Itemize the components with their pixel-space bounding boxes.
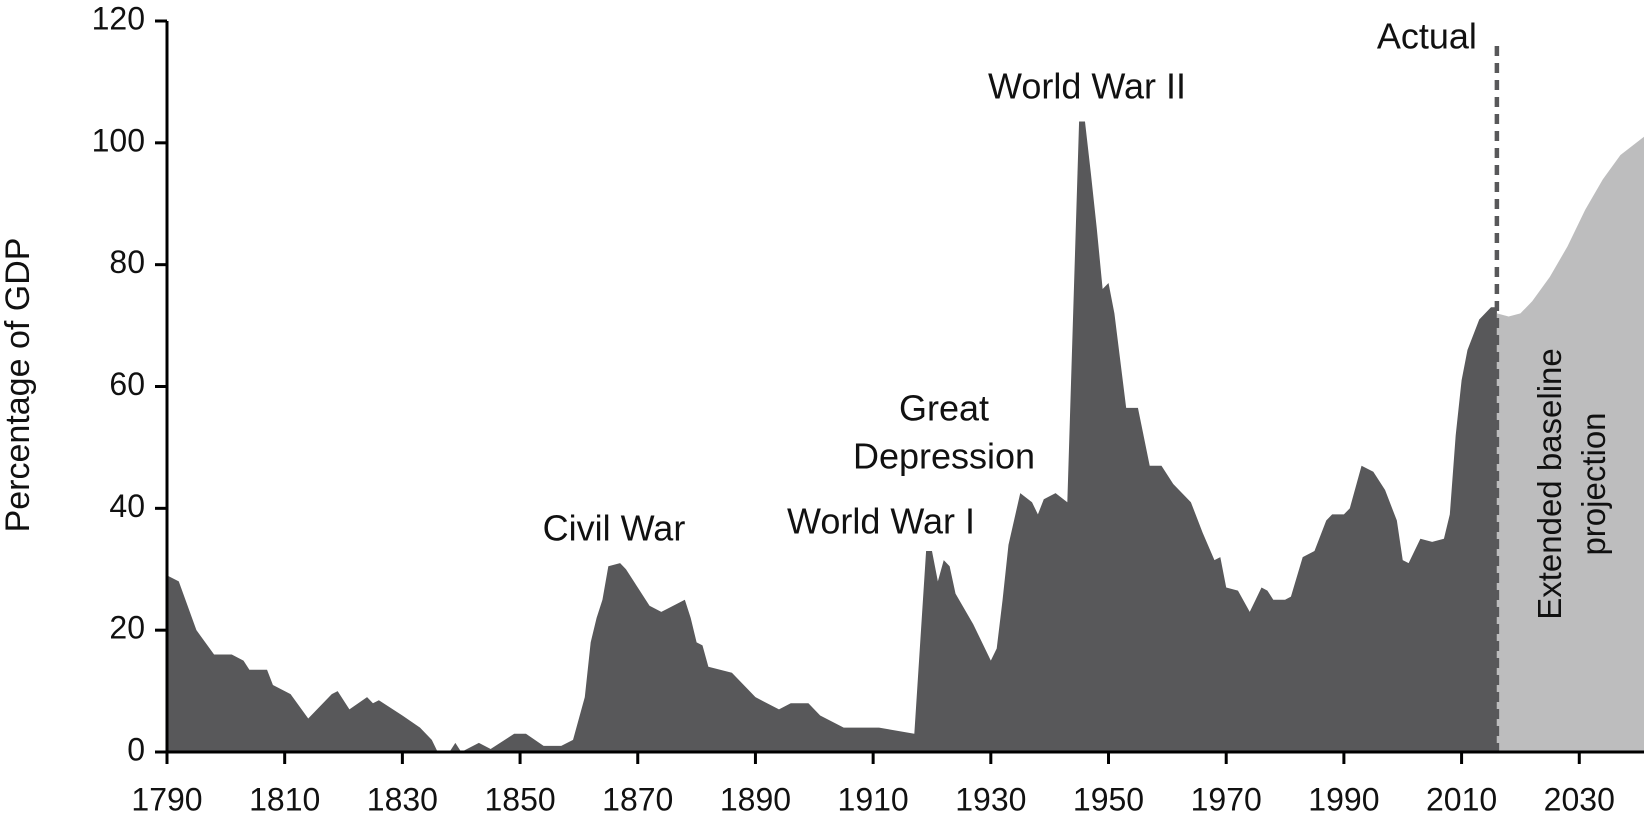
x-tick-label: 1990 <box>1308 781 1379 817</box>
x-tick-label: 2030 <box>1544 781 1615 817</box>
x-tick-label: 1810 <box>249 781 320 817</box>
x-tick-label: 1950 <box>1073 781 1144 817</box>
x-tick-label: 1830 <box>367 781 438 817</box>
x-tick-label: 1910 <box>838 781 909 817</box>
area <box>1496 136 1644 752</box>
x-tick-label: 1970 <box>1191 781 1262 817</box>
annotation: Depression <box>853 436 1035 477</box>
projection-label: Extended baseline projection <box>1531 348 1612 620</box>
y-tick-label: 100 <box>92 122 145 158</box>
x-tick-label: 1930 <box>955 781 1026 817</box>
y-tick-label: 20 <box>109 610 145 646</box>
y-tick-label: 80 <box>109 244 145 280</box>
y-tick-label: 120 <box>92 0 145 36</box>
series-label: Actual <box>1377 16 1477 57</box>
annotation: Great <box>899 388 989 429</box>
x-tick-label: 1790 <box>131 781 202 817</box>
y-axis-label: Percentage of GDP <box>0 238 37 533</box>
y-tick-label: 0 <box>127 731 145 767</box>
x-tick-label: 2010 <box>1426 781 1497 817</box>
y-tick-label: 40 <box>109 488 145 524</box>
annotation: World War I <box>787 501 975 542</box>
x-tick-label: 1890 <box>720 781 791 817</box>
annotation: Civil War <box>543 508 686 549</box>
x-tick-label: 1870 <box>602 781 673 817</box>
x-tick-label: 1850 <box>484 781 555 817</box>
annotation: World War II <box>988 66 1186 107</box>
area <box>167 121 1497 752</box>
y-tick-label: 60 <box>109 366 145 402</box>
